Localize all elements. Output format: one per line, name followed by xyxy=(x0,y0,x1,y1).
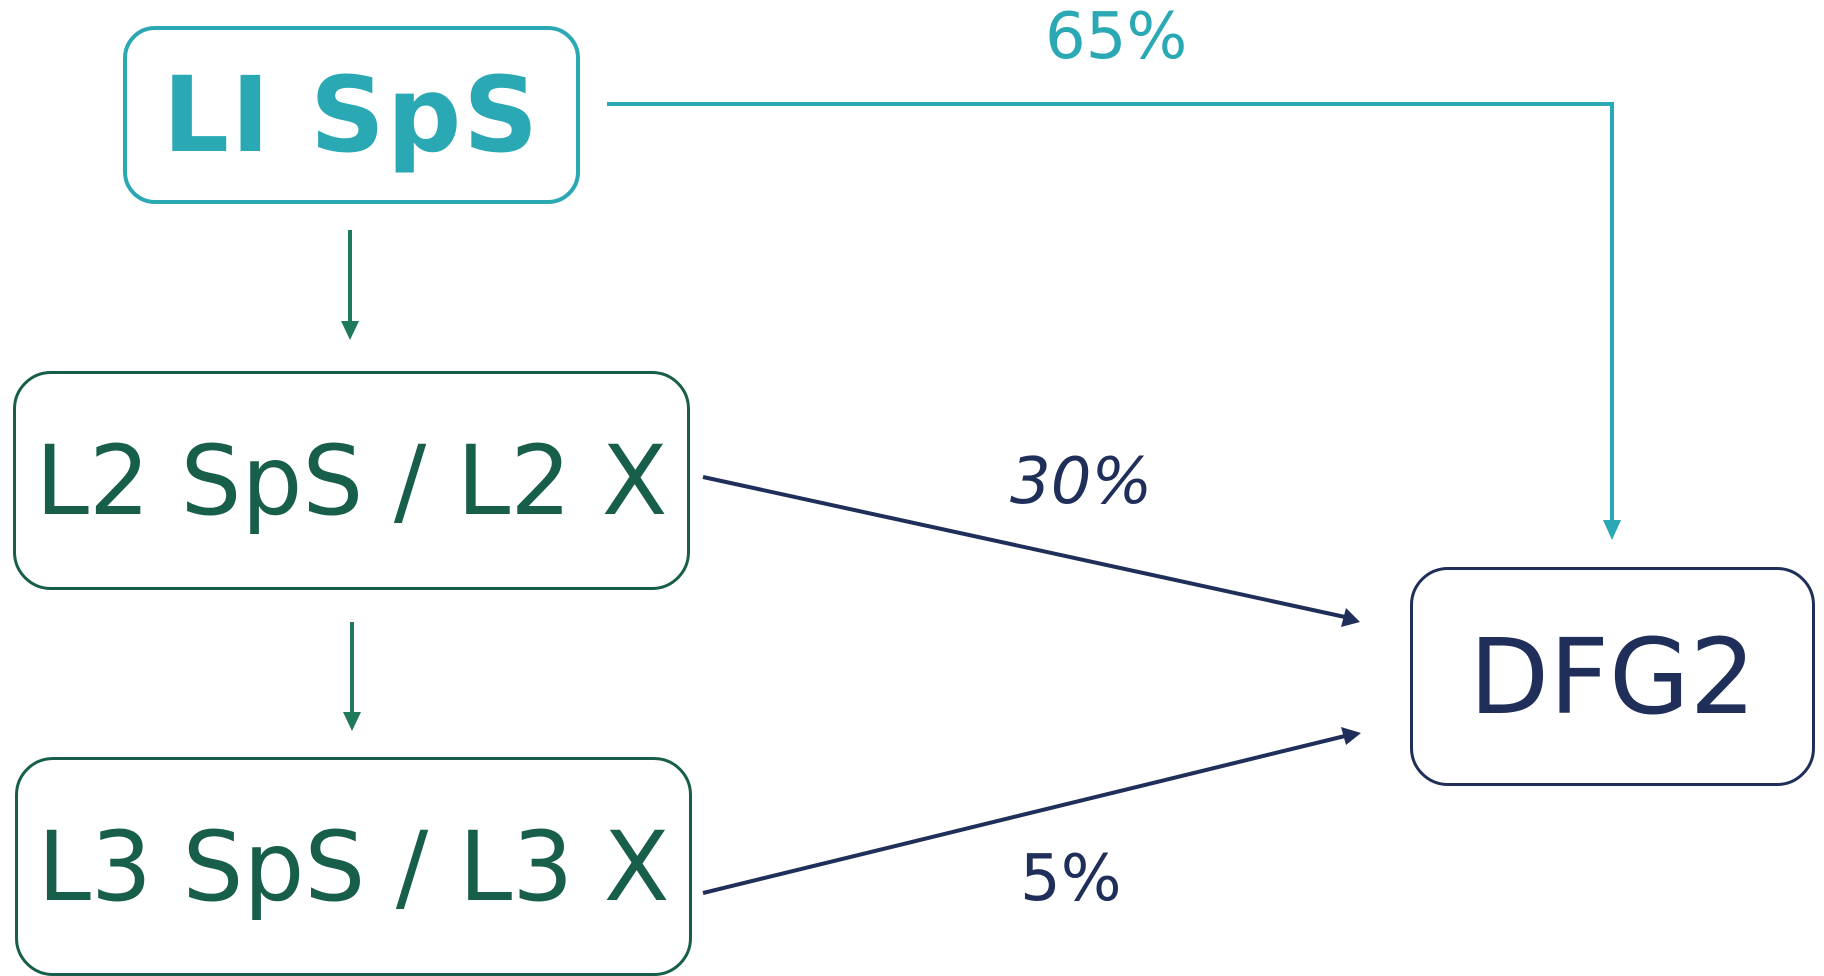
edge-l2-to-l3 xyxy=(343,622,361,731)
arrowhead-icon xyxy=(341,321,359,340)
node-l1-label: LI SpS xyxy=(162,54,541,176)
node-l3-sps-x: L3 SpS / L3 X xyxy=(15,757,692,976)
node-dfg2: DFG2 xyxy=(1410,567,1815,786)
edge-l3-to-dfg2 xyxy=(702,727,1361,895)
arrowhead-icon xyxy=(1341,727,1361,745)
edge-label-30-percent: 30% xyxy=(1010,445,1153,519)
node-l3-label: L3 SpS / L3 X xyxy=(37,810,670,923)
edge-l1-to-l2 xyxy=(341,230,359,340)
edge-label-65-percent: 65% xyxy=(1045,0,1188,74)
node-l2-sps-x: L2 SpS / L2 X xyxy=(13,371,690,590)
edge-label-5-percent: 5% xyxy=(1020,842,1122,916)
arrowhead-icon xyxy=(1341,608,1360,627)
edge-l1-to-dfg2 xyxy=(607,102,1621,540)
arrowhead-icon xyxy=(343,712,361,731)
edge-l2-to-dfg2 xyxy=(702,475,1360,627)
arrowhead-icon xyxy=(1603,520,1621,540)
node-l2-label: L2 SpS / L2 X xyxy=(35,424,668,537)
node-dfg2-label: DFG2 xyxy=(1469,615,1756,738)
node-l1-sps: LI SpS xyxy=(123,26,580,204)
